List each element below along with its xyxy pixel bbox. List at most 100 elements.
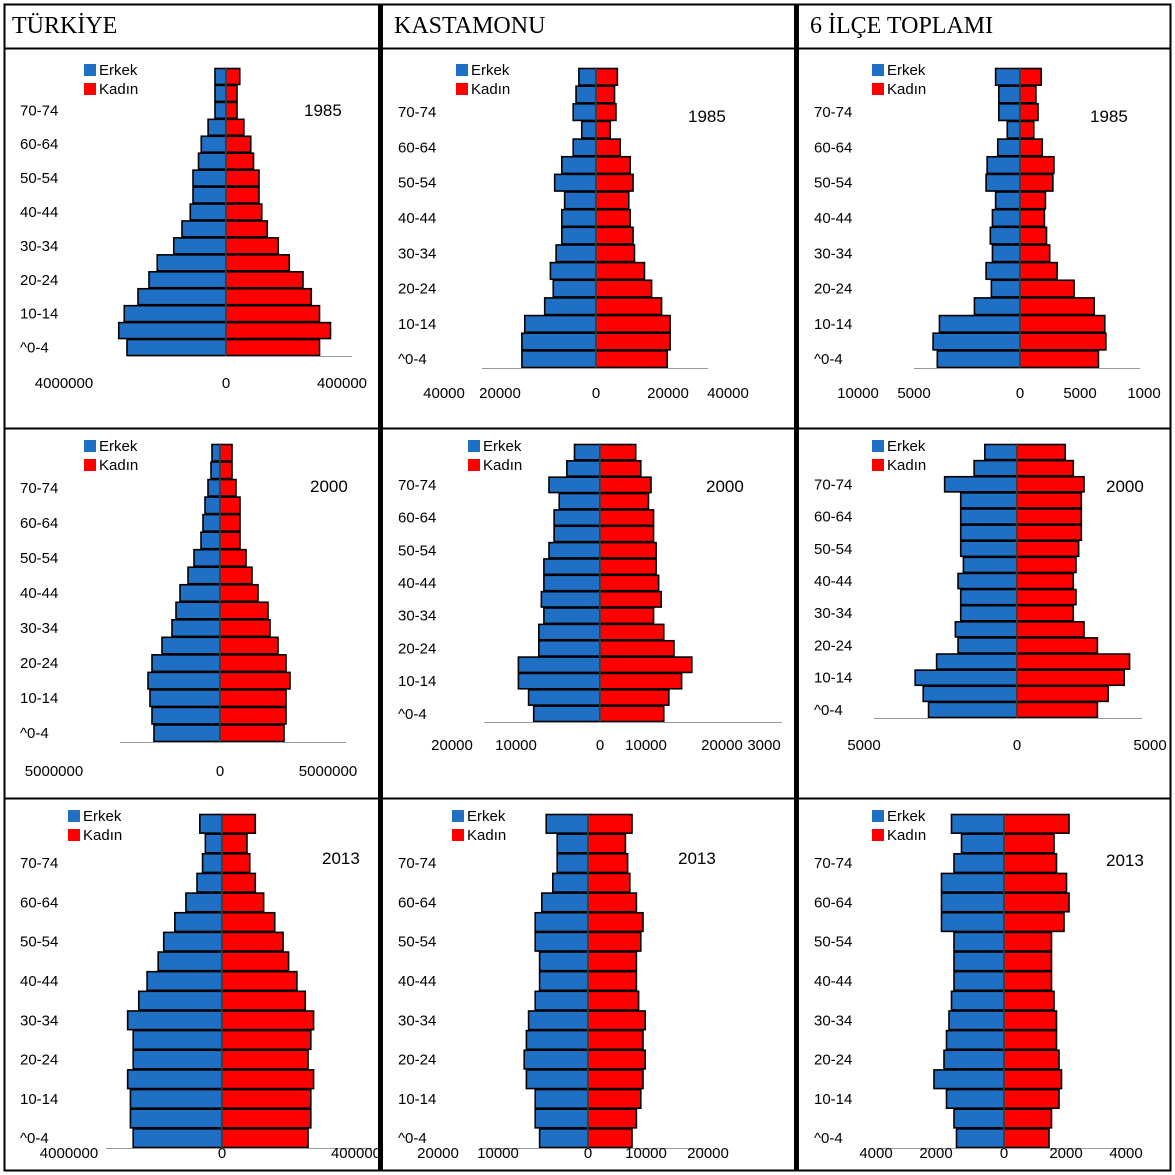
bar-erkek-11	[174, 911, 223, 933]
year-label: 2013	[678, 849, 716, 868]
bar-kadin-2	[599, 672, 683, 690]
x-tick-label: 10000	[837, 385, 879, 402]
y-tick-label: 70-74	[814, 476, 852, 493]
y-tick-label: 50-54	[398, 934, 436, 951]
y-tick-label: ^0-4	[20, 1130, 49, 1147]
bar-kadin-1	[595, 332, 671, 351]
bar-kadin-4	[221, 1049, 309, 1070]
legend-swatch-erkek	[68, 810, 80, 822]
x-tick-label: 4000000	[40, 1145, 98, 1162]
bar-erkek-6	[991, 244, 1021, 263]
y-tick-label: ^0-4	[398, 1130, 427, 1147]
bar-erkek-11	[534, 911, 589, 933]
bar-kadin-12	[1003, 892, 1070, 913]
bar-kadin-7	[221, 990, 307, 1011]
bar-kadin-12	[595, 138, 622, 157]
bar-kadin-3	[1003, 1069, 1063, 1090]
bar-kadin-1	[599, 688, 670, 706]
y-tick-label: 30-34	[20, 620, 58, 637]
bar-erkek-4	[943, 1049, 1005, 1070]
legend-label-erkek: Erkek	[887, 808, 926, 825]
legend-swatch-erkek	[872, 440, 884, 452]
x-tick-label: 3000	[747, 737, 780, 754]
bar-kadin-6	[225, 237, 280, 255]
y-tick-label: 20-24	[814, 281, 852, 298]
y-tick-label: 10-14	[398, 673, 436, 690]
bar-erkek-8	[543, 574, 601, 592]
y-tick-label: 50-54	[814, 934, 852, 951]
bar-kadin-10	[221, 931, 284, 952]
bar-erkek-7	[561, 226, 597, 245]
legend-swatch-kadin	[68, 829, 80, 841]
x-tick-label: 10000	[495, 737, 537, 754]
y-tick-label: 20-24	[814, 637, 852, 654]
bar-kadin-2	[1019, 314, 1106, 334]
legend-label-erkek: Erkek	[471, 62, 510, 79]
bar-erkek-14	[548, 476, 601, 494]
bar-kadin-13	[225, 118, 245, 137]
bar-erkek-4	[132, 1049, 223, 1070]
x-tick-label: 2000	[919, 1145, 952, 1162]
y-tick-label: ^0-4	[398, 351, 427, 368]
y-tick-label: 70-74	[398, 855, 436, 872]
bar-erkek-11	[986, 155, 1021, 175]
bar-erkek-13	[196, 872, 223, 893]
x-tick-label: 400000	[317, 375, 367, 392]
bar-kadin-9	[595, 191, 630, 210]
y-tick-label: ^0-4	[20, 340, 49, 357]
legend-label-kadin: Kadın	[483, 457, 522, 474]
bar-erkek-13	[1006, 120, 1021, 139]
x-tick-label: 5000000	[25, 763, 83, 780]
bar-erkek-2	[149, 689, 221, 708]
x-tick-label: 2000	[1049, 1145, 1082, 1162]
bar-kadin-0	[1003, 1128, 1050, 1149]
y-tick-label: 20-24	[398, 640, 436, 657]
bar-kadin-5	[587, 1029, 644, 1051]
x-tick-label: 4000	[859, 1145, 892, 1162]
bar-kadin-4	[1016, 637, 1099, 654]
chart-6-ilce-2013: ^0-4 10-14 20-24 30-34 40-44 50-54 60-64 70-74 4…	[814, 808, 1144, 1162]
chart-turkiye-1985: ^0-4 10-14 20-24 30-34 40-44 50-54 60-64 70-74 4…	[20, 62, 367, 392]
bar-kadin-2	[221, 1088, 312, 1110]
legend: Erkek Kadın	[84, 438, 138, 474]
bar-erkek-11	[553, 525, 601, 543]
legend: Erkek Kadın	[872, 438, 926, 474]
bar-kadin-6	[599, 607, 655, 625]
bar-kadin-10	[219, 548, 247, 568]
bar-erkek-1	[932, 332, 1021, 351]
bar-kadin-8	[587, 970, 638, 992]
legend-label-kadin: Kadın	[467, 827, 506, 844]
bar-erkek-3	[525, 1069, 589, 1090]
bar-erkek-11	[197, 152, 227, 170]
bar-kadin-3	[219, 671, 291, 690]
bar-erkek-12	[940, 892, 1005, 913]
bar-erkek-10	[534, 931, 589, 952]
chart-kastamonu-2013: ^0-4 10-14 20-24 30-34 40-44 50-54 60-64 70-74 2…	[398, 808, 729, 1162]
chart-6-ilce-2000: ^0-4 10-14 20-24 30-34 40-44 50-54 60-64 70-74 5…	[814, 438, 1167, 754]
y-tick-label: 10-14	[398, 316, 436, 333]
bar-erkek-7	[181, 220, 227, 238]
legend-label-kadin: Kadın	[471, 81, 510, 98]
bar-kadin-8	[219, 583, 259, 603]
bar-kadin-15	[1019, 85, 1037, 104]
bar-kadin-0	[1019, 350, 1100, 369]
y-tick-label: ^0-4	[814, 702, 843, 719]
bar-erkek-8	[146, 970, 223, 992]
bar-erkek-0	[936, 350, 1021, 369]
bar-kadin-14	[219, 478, 237, 497]
bar-erkek-12	[200, 135, 227, 154]
bar-kadin-6	[1003, 1010, 1058, 1031]
bar-erkek-15	[214, 84, 227, 103]
bar-kadin-0	[219, 724, 285, 743]
bar-erkek-15	[210, 461, 221, 480]
bar-erkek-2	[945, 1088, 1005, 1110]
y-tick-label: 70-74	[814, 855, 852, 872]
bar-kadin-15	[219, 461, 233, 480]
legend-swatch-erkek	[872, 810, 884, 822]
bar-erkek-9	[962, 556, 1018, 574]
bar-kadin-11	[595, 155, 632, 175]
x-tick-label: 4000000	[35, 375, 93, 392]
bar-erkek-12	[553, 509, 601, 527]
bar-kadin-9	[1016, 556, 1077, 574]
bar-erkek-6	[171, 618, 221, 638]
